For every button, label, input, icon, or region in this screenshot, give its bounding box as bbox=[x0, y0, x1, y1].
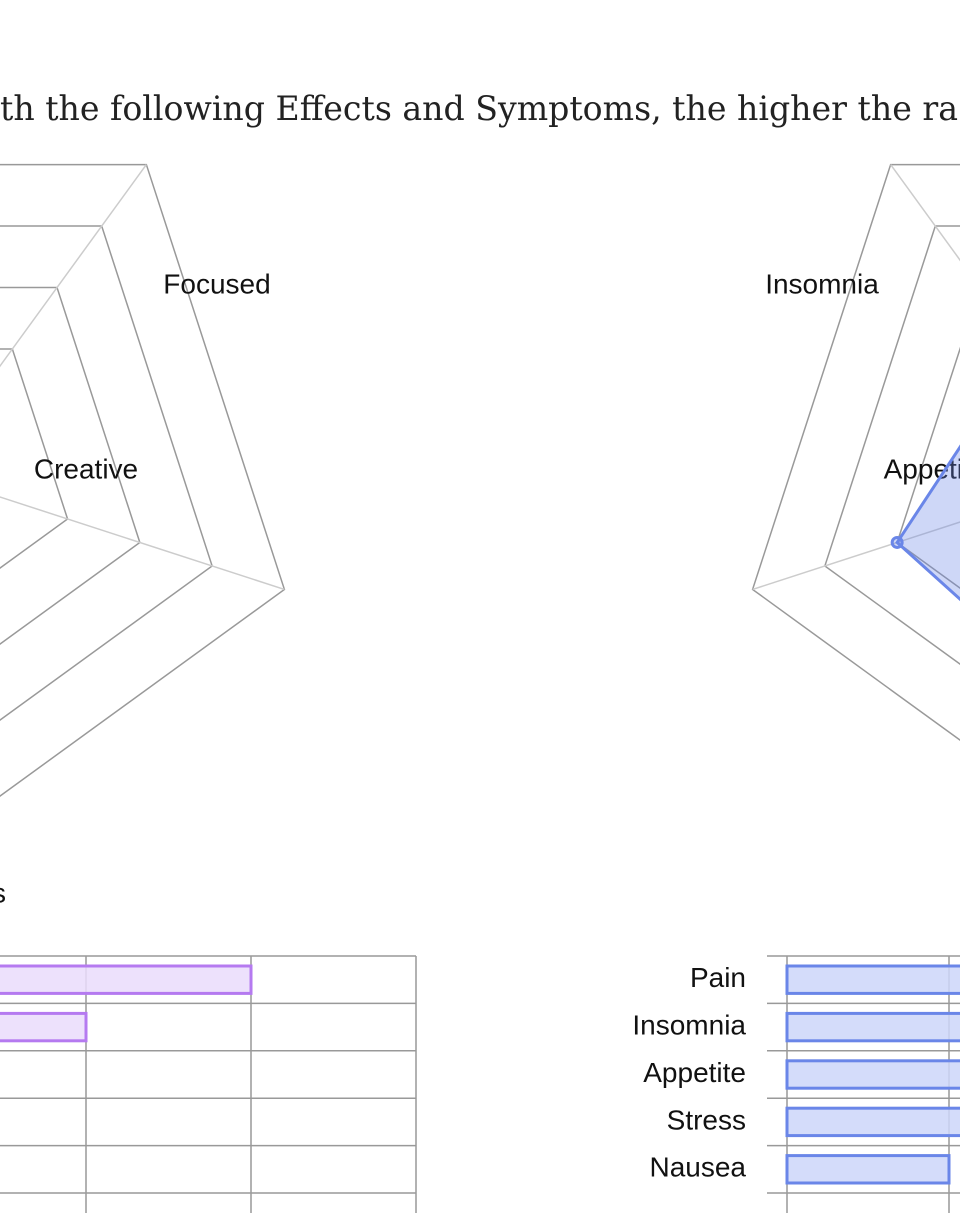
bar bbox=[785, 1059, 960, 1090]
bar bbox=[785, 964, 960, 995]
category-label: Pain bbox=[690, 962, 746, 993]
radar-ring bbox=[0, 286, 141, 645]
chart-title: s bbox=[0, 877, 6, 908]
bar bbox=[785, 1011, 960, 1043]
category-label: Nausea bbox=[649, 1152, 746, 1183]
radar-spoke bbox=[890, 164, 960, 262]
radar-ring bbox=[0, 163, 286, 797]
radar-axis-label: Focused bbox=[163, 268, 270, 299]
radar-axis-label: Insomnia bbox=[765, 268, 879, 299]
radar-spoke bbox=[0, 164, 147, 368]
radar-ring bbox=[0, 348, 69, 569]
bar bbox=[785, 1154, 951, 1185]
bar bbox=[0, 1011, 88, 1043]
radar-spoke bbox=[0, 496, 285, 591]
radar-axis-label: Creative bbox=[34, 453, 138, 484]
header-text: th the following Effects and Symptoms, t… bbox=[0, 89, 958, 129]
bar bbox=[0, 964, 253, 995]
radar-ring bbox=[0, 225, 214, 721]
category-label: Stress bbox=[667, 1104, 746, 1135]
category-label: Insomnia bbox=[632, 1009, 746, 1040]
radar-area bbox=[895, 444, 960, 602]
radar-spoke bbox=[752, 521, 960, 591]
category-label: Appetite bbox=[643, 1057, 746, 1088]
radar-ring bbox=[751, 163, 960, 742]
radar-point bbox=[890, 535, 904, 549]
bar bbox=[785, 1106, 960, 1138]
